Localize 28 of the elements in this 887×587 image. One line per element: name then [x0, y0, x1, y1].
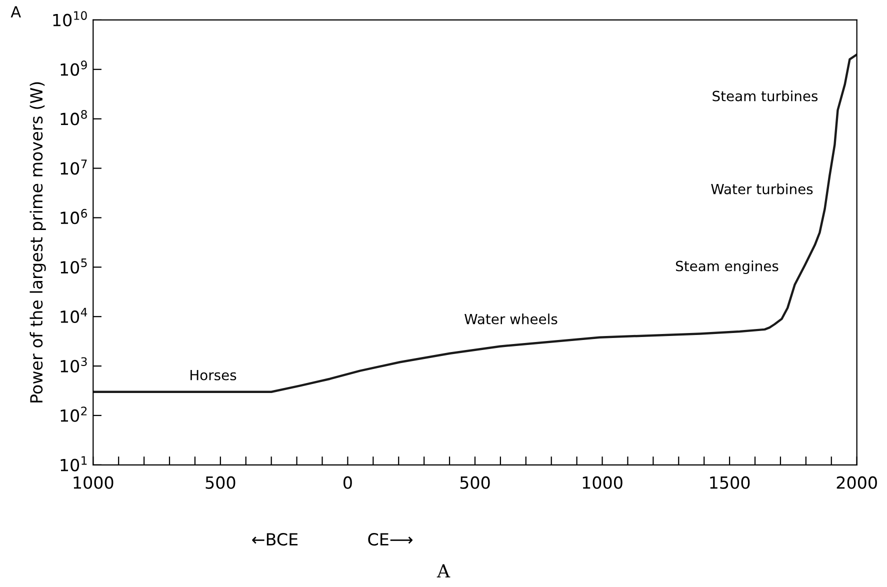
x-tick-label: 1000: [74, 476, 114, 489]
annotation: Water wheels: [464, 314, 558, 324]
text: A: [10, 6, 21, 18]
line-series: [93, 53, 857, 393]
x-tick-label: 0: [344, 476, 352, 489]
y-tick-label: 10$^{10}$: [53, 11, 87, 26]
y-tick-label: 10$^{8}$: [60, 110, 87, 126]
x-tick-label: 500: [206, 476, 236, 489]
y-tick-label: 10$^{1}$: [60, 456, 87, 472]
y-axis-title: Power of the largest prime movers (W): [30, 82, 46, 402]
y-tick-label: 10$^{6}$: [60, 208, 87, 224]
y-tick-label: 10$^{3}$: [60, 357, 87, 372]
x-tick-label: 500: [460, 476, 490, 489]
y-tick-label: 10$^{7}$: [60, 160, 87, 175]
text: A: [436, 564, 450, 578]
x-tick-label: 1000: [582, 476, 622, 489]
annotation: Horses: [190, 370, 236, 380]
x-tick-label: 1500: [710, 476, 750, 489]
annotation: Water turbines: [711, 184, 813, 194]
text: ←BCE: [252, 533, 298, 546]
text: CE⟶: [368, 533, 412, 546]
y-tick-label: 10$^{5}$: [60, 258, 87, 274]
annotation: Steam turbines: [712, 90, 818, 102]
x-tick-label: 2000: [836, 476, 877, 489]
annotation: Steam engines: [676, 260, 778, 274]
y-tick-label: 10$^{2}$: [60, 406, 87, 422]
y-tick-label: 10$^{4}$: [60, 308, 88, 324]
y-tick-label: 10$^{9}$: [60, 60, 87, 76]
